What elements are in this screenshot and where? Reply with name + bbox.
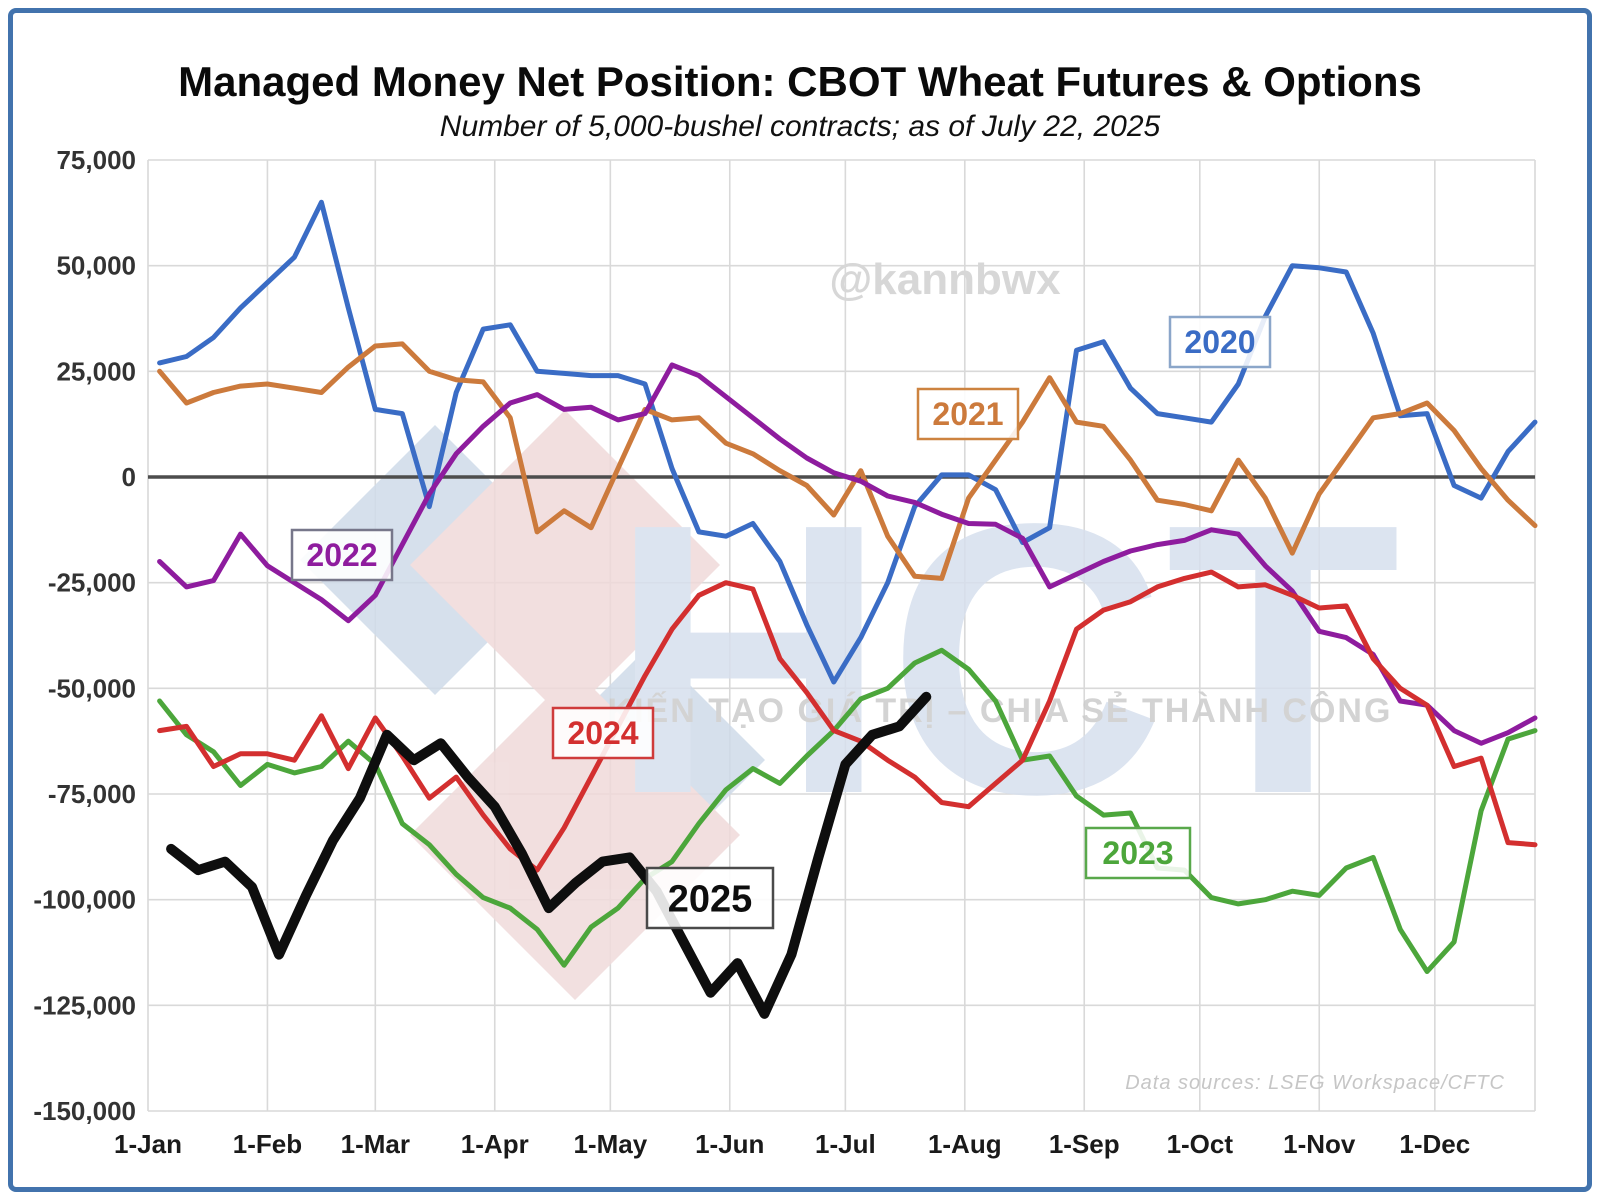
y-axis-tick-label: -100,000 <box>33 885 136 915</box>
y-axis-tick-label: 75,000 <box>56 145 136 175</box>
series-tag-2021: 2021 <box>916 387 1020 441</box>
svg-text:2024: 2024 <box>567 715 638 751</box>
x-axis-tick-labels: 1-Jan 1-Feb 1-Mar 1-Apr 1-May 1-Jun 1-Jul 1-Aug… <box>114 1129 1470 1159</box>
y-axis-tick-label: -50,000 <box>48 673 136 703</box>
series-line-2021 <box>157 341 1538 581</box>
series-line-2020 <box>157 199 1538 685</box>
x-axis-tick-label: 1-Jul <box>815 1129 876 1159</box>
y-axis-tick-label: -25,000 <box>48 568 136 598</box>
y-axis-tick-label: 50,000 <box>56 251 136 281</box>
x-axis-tick-label: 1-Apr <box>461 1129 529 1159</box>
x-axis-tick-label: 1-Aug <box>928 1129 1002 1159</box>
series-tag-2023: 2023 <box>1084 826 1192 880</box>
svg-text:2022: 2022 <box>306 537 377 573</box>
y-axis-tick-label: -150,000 <box>33 1096 136 1126</box>
svg-text:2021: 2021 <box>932 396 1003 432</box>
series-tag-2020: 2020 <box>1168 315 1272 369</box>
svg-text:2023: 2023 <box>1102 835 1173 871</box>
x-axis-tick-label: 1-Sep <box>1049 1129 1120 1159</box>
series-line-2023 <box>157 647 1538 974</box>
series-line-2025 <box>166 691 932 1019</box>
watermark-logo-text: HCT <box>609 443 1400 874</box>
series-tag-2024: 2024 <box>551 706 655 760</box>
x-axis-tick-label: 1-Mar <box>341 1129 410 1159</box>
y-axis-tick-label: -125,000 <box>33 990 136 1020</box>
svg-text:2020: 2020 <box>1184 324 1255 360</box>
x-axis-tick-label: 1-Jun <box>695 1129 764 1159</box>
x-axis-tick-label: 1-Feb <box>233 1129 302 1159</box>
watermark-handle: @kannbwx <box>829 255 1061 304</box>
svg-text:2025: 2025 <box>668 878 753 920</box>
x-axis-tick-label: 1-May <box>573 1129 647 1159</box>
y-axis-tick-labels: 75,000 50,000 25,000 0 -25,000 -50,000 -75,000… <box>33 145 136 1126</box>
source-note: Data sources: LSEG Workspace/CFTC <box>1125 1072 1505 1094</box>
y-axis-tick-label: 0 <box>122 462 136 492</box>
y-axis-tick-label: 25,000 <box>56 356 136 386</box>
series-tag-2022: 2022 <box>290 528 394 582</box>
x-axis-tick-label: 1-Oct <box>1167 1129 1234 1159</box>
y-axis-tick-label: -75,000 <box>48 779 136 809</box>
x-axis-tick-label: 1-Nov <box>1283 1129 1356 1159</box>
x-axis-tick-label: 1-Dec <box>1399 1129 1470 1159</box>
chart-title: Managed Money Net Position: CBOT Wheat F… <box>178 58 1422 105</box>
diamond-icon <box>410 410 720 720</box>
series-tag-2025: 2025 <box>645 866 775 930</box>
chart-subtitle: Number of 5,000-bushel contracts; as of … <box>439 110 1161 143</box>
x-axis-tick-label: 1-Jan <box>114 1129 182 1159</box>
